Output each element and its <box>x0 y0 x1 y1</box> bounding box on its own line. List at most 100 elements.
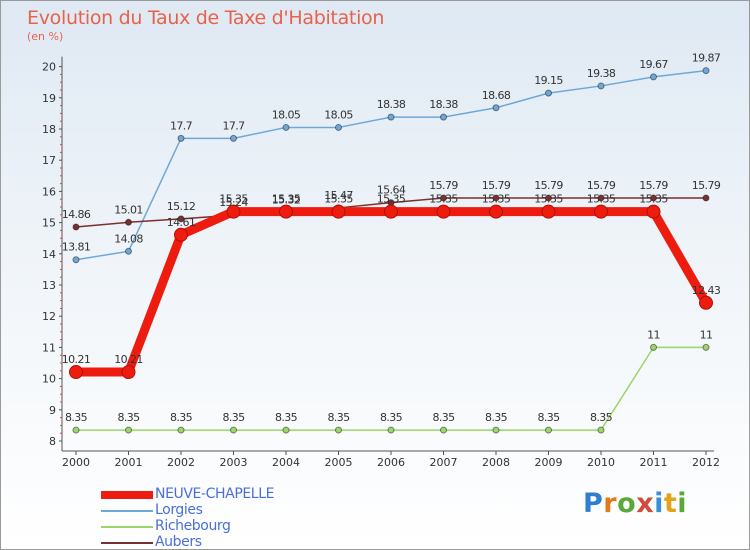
y-tick-label: 9 <box>49 404 56 417</box>
data-point-aubers <box>125 218 132 226</box>
data-label-richebourg: 8.35 <box>222 411 245 424</box>
data-label-aubers: 15.79 <box>429 179 458 192</box>
logo-letter: i <box>654 488 664 519</box>
data-label-lorgies: 18.05 <box>324 108 353 121</box>
legend-label-lorgies: Lorgies <box>155 502 203 518</box>
x-tick-label: 2003 <box>220 456 248 469</box>
data-point-aubers <box>545 194 552 202</box>
data-point-neuve-chapelle <box>331 204 346 219</box>
logo-letter: x <box>636 488 655 519</box>
x-tick-label: 2005 <box>325 456 353 469</box>
data-point-lorgies <box>125 247 132 255</box>
data-label-richebourg: 8.35 <box>65 411 88 424</box>
data-label-richebourg: 8.35 <box>117 411 140 424</box>
x-tick-label: 2004 <box>272 456 300 469</box>
data-label-aubers: 15.79 <box>639 179 668 192</box>
data-point-aubers <box>72 223 80 231</box>
data-point-neuve-chapelle <box>384 204 398 219</box>
data-point-richebourg <box>702 343 710 351</box>
data-label-lorgies: 19.38 <box>587 67 616 80</box>
x-tick-label: 2006 <box>377 456 405 469</box>
x-tick-label: 2007 <box>430 456 458 469</box>
data-label-richebourg: 8.35 <box>380 411 403 424</box>
legend-swatch-lorgies <box>101 510 153 512</box>
data-label-richebourg: 8.35 <box>327 411 350 424</box>
data-label-lorgies: 19.67 <box>639 58 668 71</box>
data-label-lorgies: 19.15 <box>534 74 563 87</box>
x-tick-label: 2008 <box>482 456 510 469</box>
y-tick-label: 16 <box>42 185 56 198</box>
data-point-richebourg <box>387 426 395 434</box>
data-point-aubers <box>597 194 605 202</box>
data-point-richebourg <box>72 426 80 434</box>
data-label-neuve-chapelle: 15.35 <box>219 193 248 206</box>
chart-subtitle: (en %) <box>27 30 64 43</box>
y-tick-label: 10 <box>42 373 56 386</box>
y-tick-label: 11 <box>42 341 56 354</box>
x-tick-label: 2001 <box>115 456 143 469</box>
data-label-lorgies: 18.38 <box>377 98 406 111</box>
logo-letter: i <box>677 488 688 519</box>
y-tick-label: 17 <box>42 154 56 167</box>
data-label-richebourg: 8.35 <box>432 411 455 424</box>
series-line-neuve-chapelle <box>71 207 711 377</box>
data-label-lorgies: 17.7 <box>222 119 245 132</box>
x-tick-label: 2009 <box>535 456 563 469</box>
data-point-lorgies <box>702 67 710 75</box>
data-label-richebourg: 8.35 <box>590 411 613 424</box>
data-label-aubers: 15.79 <box>482 179 511 192</box>
data-label-neuve-chapelle: 14.61 <box>167 216 196 229</box>
data-point-neuve-chapelle <box>279 204 293 219</box>
data-label-neuve-chapelle: 15.35 <box>429 193 458 206</box>
legend-label-richebourg: Richebourg <box>155 518 231 534</box>
data-label-richebourg: 11 <box>647 328 660 341</box>
data-point-aubers <box>650 194 657 202</box>
data-label-aubers: 15.47 <box>324 189 353 202</box>
data-point-lorgies <box>335 123 342 131</box>
y-tick-label: 13 <box>42 279 56 292</box>
legend-label-neuve-chapelle: NEUVE-CHAPELLE <box>155 486 275 502</box>
data-point-lorgies <box>597 82 605 90</box>
data-label-lorgies: 18.05 <box>272 108 301 121</box>
data-label-aubers: 15.12 <box>167 200 196 213</box>
logo-letter: o <box>617 488 637 519</box>
data-label-neuve-chapelle: 15.35 <box>377 193 406 206</box>
data-label-neuve-chapelle: 12.43 <box>692 284 721 297</box>
logo-letter: r <box>603 488 618 519</box>
data-label-aubers: 15.24 <box>219 196 248 209</box>
data-point-neuve-chapelle <box>121 365 136 380</box>
data-label-aubers: 14.86 <box>62 208 91 221</box>
data-label-neuve-chapelle: 15.35 <box>639 193 668 206</box>
legend-label-aubers: Aubers <box>155 534 202 550</box>
data-label-neuve-chapelle: 15.35 <box>324 193 353 206</box>
data-point-lorgies <box>72 256 80 264</box>
data-point-lorgies <box>545 89 552 97</box>
data-label-lorgies: 18.38 <box>429 98 458 111</box>
data-point-richebourg <box>177 426 185 434</box>
data-label-neuve-chapelle: 15.35 <box>272 193 301 206</box>
data-point-richebourg <box>282 426 290 434</box>
data-point-lorgies <box>492 104 500 112</box>
data-point-richebourg <box>440 426 447 434</box>
data-point-aubers <box>492 194 500 202</box>
data-point-lorgies <box>650 73 657 81</box>
data-point-lorgies <box>440 113 447 121</box>
data-point-aubers <box>702 194 710 202</box>
data-label-lorgies: 17.7 <box>170 119 193 132</box>
data-point-richebourg <box>545 426 552 434</box>
data-point-neuve-chapelle <box>174 227 188 242</box>
y-tick-label: 19 <box>42 92 56 105</box>
y-tick-label: 8 <box>49 435 56 448</box>
data-label-richebourg: 8.35 <box>170 411 193 424</box>
data-point-richebourg <box>597 426 605 434</box>
y-tick-label: 15 <box>42 217 56 230</box>
legend-swatch-richebourg <box>101 526 153 528</box>
data-point-neuve-chapelle <box>541 204 556 219</box>
data-point-richebourg <box>335 426 342 434</box>
legend-swatch-aubers <box>101 542 153 544</box>
data-label-neuve-chapelle: 10.21 <box>114 353 143 366</box>
x-tick-label: 2002 <box>167 456 195 469</box>
data-point-lorgies <box>230 134 237 142</box>
data-label-neuve-chapelle: 15.35 <box>534 193 563 206</box>
